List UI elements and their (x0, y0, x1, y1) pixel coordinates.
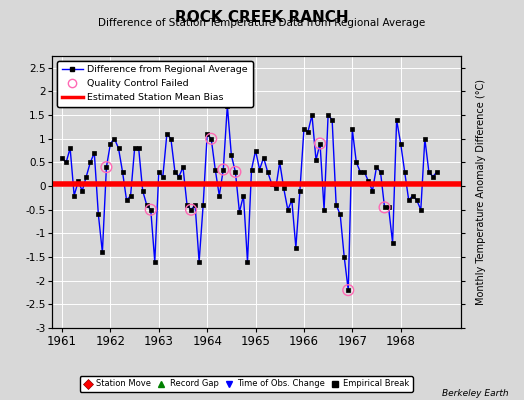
Point (316, 140, 324, 147)
Point (207, 136, 215, 142)
Point (344, 287, 353, 293)
Legend: Difference from Regional Average, Quality Control Failed, Estimated Station Mean: Difference from Regional Average, Qualit… (57, 61, 253, 107)
Legend: Station Move, Record Gap, Time of Obs. Change, Empirical Break: Station Move, Record Gap, Time of Obs. C… (80, 376, 413, 392)
Y-axis label: Monthly Temperature Anomaly Difference (°C): Monthly Temperature Anomaly Difference (… (476, 79, 486, 305)
Point (219, 166, 227, 173)
Text: Berkeley Earth: Berkeley Earth (442, 389, 508, 398)
Point (102, 164, 111, 170)
Point (380, 204, 389, 210)
Text: ROCK CREEK RANCH: ROCK CREEK RANCH (175, 10, 349, 25)
Point (147, 206, 155, 213)
Point (187, 206, 195, 213)
Text: Difference of Station Temperature Data from Regional Average: Difference of Station Temperature Data f… (99, 18, 425, 28)
Point (231, 169, 239, 175)
